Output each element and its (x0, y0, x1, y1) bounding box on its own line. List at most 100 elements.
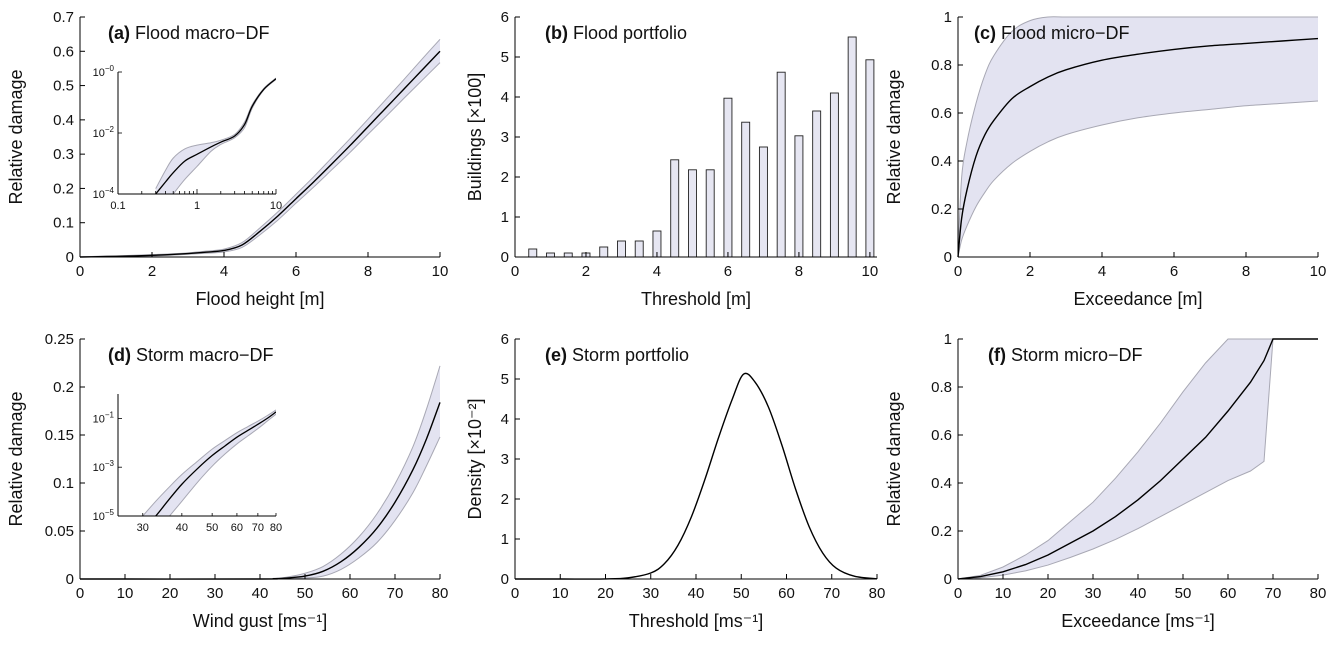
y-tick-label: 0.1 (53, 215, 74, 232)
y-tick-label: 5 (501, 371, 509, 388)
x-axis-label: Wind gust [ms⁻¹] (193, 611, 328, 631)
inset-y-tick-label: 10−4 (93, 186, 115, 201)
x-tick-label: 0 (76, 263, 84, 280)
bar (705, 169, 715, 258)
bar (528, 248, 538, 258)
inset-x-tick-label: 80 (270, 522, 282, 534)
x-tick-label: 4 (220, 263, 228, 280)
x-tick-label: 2 (148, 263, 156, 280)
x-tick-label: 30 (1085, 585, 1102, 602)
y-tick-label: 3 (501, 451, 509, 468)
band-upper-edge (79, 365, 441, 580)
y-tick-label: 0.25 (45, 331, 74, 348)
x-tick-label: 50 (1175, 585, 1192, 602)
y-tick-label: 0.2 (931, 201, 952, 218)
x-tick-label: 20 (597, 585, 614, 602)
x-tick-label: 40 (688, 585, 705, 602)
inset-x-tick-label: 70 (252, 522, 264, 534)
y-tick-label: 0.2 (53, 379, 74, 396)
mean-curve (957, 37, 1319, 258)
x-tick-label: 2 (1026, 263, 1034, 280)
inset-mean-curve (155, 78, 276, 194)
inset-x-tick-label: 60 (231, 522, 243, 534)
y-tick-label: 6 (501, 9, 509, 26)
panel-title-text: Flood portfolio (573, 23, 687, 43)
bar (865, 59, 875, 258)
x-tick-label: 10 (117, 585, 134, 602)
panel-title: (e) Storm portfolio (545, 345, 689, 365)
inset-y-tick-base: 10 (93, 413, 105, 425)
bar (758, 146, 768, 258)
uncertainty-band (958, 339, 1318, 579)
y-tick-label: 1 (501, 531, 509, 548)
y-tick-label: 0 (501, 249, 509, 266)
panel-title-text: Flood micro−DF (1001, 23, 1130, 43)
inset-mean-curve (154, 411, 276, 516)
y-axis-label: Buildings [×100] (465, 73, 485, 202)
inset-y-tick-exponent: −2 (105, 125, 115, 134)
inset-uncertainty-band (155, 78, 276, 194)
inset-y-tick-exponent: −3 (105, 459, 115, 468)
x-tick-label: 4 (653, 263, 661, 280)
x-axis-label: Flood height [m] (195, 289, 324, 309)
x-tick-label: 20 (162, 585, 179, 602)
y-tick-label: 3 (501, 129, 509, 146)
y-axis-label: Relative damage (884, 69, 904, 204)
mean-curve (957, 338, 1318, 580)
inset-y-tick-label: 10−0 (93, 64, 115, 79)
y-tick-label: 0 (501, 571, 509, 588)
bar (847, 36, 857, 258)
y-tick-label: 1 (944, 331, 952, 348)
bar (741, 121, 751, 258)
y-tick-label: 0 (66, 571, 74, 588)
inset-y-tick-exponent: −0 (105, 64, 115, 73)
inset-y-tick-base: 10 (93, 128, 105, 140)
x-tick-label: 10 (995, 585, 1012, 602)
panel-title: (f) Storm micro−DF (988, 345, 1143, 365)
inset-plot-area (142, 409, 276, 516)
inset-y-tick-label: 10−1 (93, 410, 115, 425)
y-axis-label: Relative damage (6, 391, 26, 526)
bar (634, 240, 644, 258)
bar (794, 135, 804, 258)
x-tick-label: 80 (1310, 585, 1327, 602)
y-tick-label: 6 (501, 331, 509, 348)
y-tick-label: 0 (66, 249, 74, 266)
x-tick-label: 40 (1130, 585, 1147, 602)
x-tick-label: 70 (823, 585, 840, 602)
y-axis-label: Relative damage (884, 391, 904, 526)
panel-label: (f) (988, 345, 1011, 365)
x-tick-label: 6 (724, 263, 732, 280)
band-upper-edge (79, 38, 441, 258)
y-tick-label: 0.05 (45, 523, 74, 540)
x-axis-label: Exceedance [ms⁻¹] (1061, 611, 1215, 631)
x-tick-label: 6 (1170, 263, 1178, 280)
x-tick-label: 60 (778, 585, 795, 602)
y-tick-label: 0.2 (53, 180, 74, 197)
panel-c: 0 2 4 6 8 10 0 0.2 0.4 0.6 0.8 1 Exceedance [m] Relat… (884, 9, 1326, 309)
x-tick-label: 20 (1040, 585, 1057, 602)
x-tick-label: 50 (733, 585, 750, 602)
panel-label: (d) (108, 345, 136, 365)
inset-band-upper-edge (155, 77, 276, 189)
inset-band-upper-edge (142, 409, 276, 516)
x-tick-label: 0 (954, 585, 962, 602)
panel-title-text: Storm macro−DF (136, 345, 274, 365)
x-tick-label: 40 (252, 585, 269, 602)
y-tick-label: 0.6 (53, 43, 74, 60)
y-tick-label: 0.6 (931, 105, 952, 122)
panel-title-text: Storm micro−DF (1011, 345, 1143, 365)
x-tick-label: 10 (432, 263, 449, 280)
y-tick-label: 0.2 (931, 523, 952, 540)
inset-y-tick-base: 10 (93, 511, 105, 523)
inset-y-tick-label: 10−5 (93, 508, 115, 523)
panel-title: (d) Storm macro−DF (108, 345, 274, 365)
x-tick-label: 8 (364, 263, 372, 280)
inset-y-tick-base: 10 (93, 189, 105, 201)
uncertainty-band (80, 365, 440, 580)
band-upper-edge (957, 16, 1318, 258)
bar (617, 240, 626, 258)
panel-a: 0 2 4 6 8 10 0 0.1 0.2 0.3 0.4 0.5 0.6 0.7 Flood heigh… (6, 9, 448, 309)
x-tick-label: 80 (432, 585, 449, 602)
